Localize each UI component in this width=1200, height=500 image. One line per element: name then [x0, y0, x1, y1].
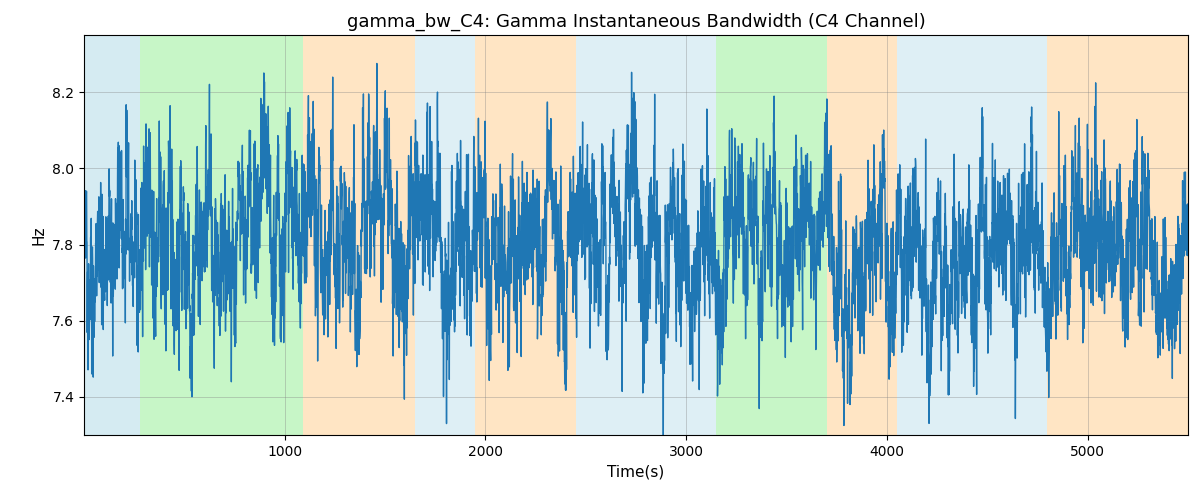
X-axis label: Time(s): Time(s)	[607, 464, 665, 479]
Title: gamma_bw_C4: Gamma Instantaneous Bandwidth (C4 Channel): gamma_bw_C4: Gamma Instantaneous Bandwid…	[347, 12, 925, 31]
Y-axis label: Hz: Hz	[31, 225, 47, 244]
Bar	[302, 35, 415, 435]
Bar	[1048, 35, 1188, 435]
Bar	[84, 35, 140, 435]
Bar	[475, 35, 576, 435]
Bar	[716, 35, 827, 435]
Bar	[896, 35, 1048, 435]
Bar	[140, 35, 302, 435]
Bar	[576, 35, 696, 435]
Bar	[827, 35, 896, 435]
Bar	[696, 35, 716, 435]
Bar	[415, 35, 475, 435]
